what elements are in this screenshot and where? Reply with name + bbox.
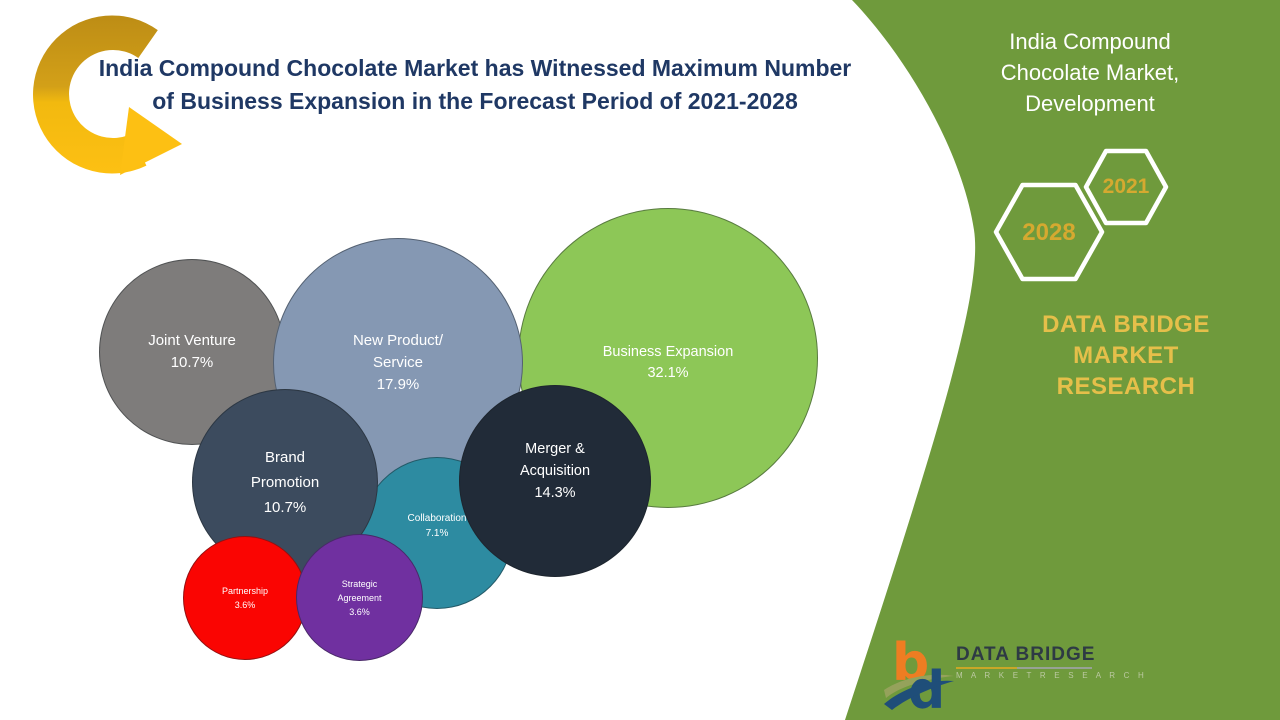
bubble-value: 14.3%: [534, 485, 576, 501]
bubble-chart: Business Expansion 32.1% Joint Venture 1…: [99, 208, 818, 661]
bubble-value: 32.1%: [647, 365, 689, 381]
bubble-label: Collaboration: [407, 513, 467, 524]
sidebar-heading-line2: Chocolate Market,: [1000, 60, 1180, 85]
bubble-label: Brand: [264, 448, 306, 466]
brand-name: DATA BRIDGE MARKET RESEARCH: [995, 309, 1257, 402]
bubble-merger-acquisition[interactable]: Merger & Acquisition 14.3%: [459, 385, 651, 577]
bubble-label: New Product/: [352, 332, 444, 349]
bubble-label: Merger &: [525, 441, 585, 457]
bubble-partnership[interactable]: Partnership 3.6%: [183, 536, 307, 660]
bubble-label: Partnership: [221, 586, 269, 596]
bubble-value: 3.6%: [349, 606, 370, 617]
bubble-value: 3.6%: [234, 600, 256, 610]
brand-name-line1: DATA BRIDGE MARKET: [1042, 311, 1210, 369]
year-2021-label: 2021: [1102, 175, 1150, 198]
bubble-label: Joint Venture: [148, 332, 236, 349]
bubble-value: 17.9%: [376, 376, 420, 393]
logo-subtitle: M A R K E T R E S E A R C H: [956, 671, 1148, 680]
page-title-line1: India Compound Chocolate Market has Witn…: [98, 55, 852, 81]
logo-underline: [956, 667, 1092, 669]
bubble-value: 10.7%: [170, 354, 214, 371]
bubble-label: Strategic: [341, 578, 378, 589]
page-title-line2: of Business Expansion in the Forecast Pe…: [152, 88, 798, 114]
sidebar-heading-line1: India Compound: [1009, 29, 1171, 54]
brand-name-line2: RESEARCH: [1056, 373, 1196, 400]
bubble-label: Promotion: [250, 473, 320, 491]
logo-wordmark: DATA BRIDGE: [956, 644, 1096, 665]
bubble-label: Acquisition: [519, 463, 591, 479]
bubble-label: Agreement: [337, 592, 382, 603]
sidebar-heading-line3: Development: [1025, 91, 1155, 116]
sidebar-heading: India Compound Chocolate Market, Develop…: [975, 26, 1205, 119]
bubble-label: Business Expansion: [602, 344, 734, 360]
bubble-value: 10.7%: [263, 498, 307, 516]
page-title: India Compound Chocolate Market has Witn…: [70, 52, 880, 118]
bubble-value: 7.1%: [425, 528, 449, 539]
curved-arrow-icon: [33, 15, 182, 175]
bubble-strategic-agreement[interactable]: Strategic Agreement 3.6%: [296, 534, 423, 661]
data-bridge-logo-icon: b d: [884, 633, 954, 716]
bubble-label: Service: [372, 354, 424, 371]
year-2028-label: 2028: [1022, 219, 1076, 246]
